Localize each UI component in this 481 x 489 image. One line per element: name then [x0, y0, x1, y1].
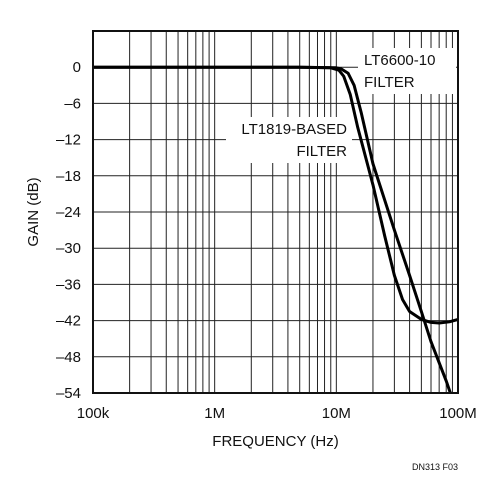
- series-layer: [93, 65, 458, 393]
- y-tick-label: –24: [56, 204, 81, 221]
- y-tick-label: –12: [56, 132, 81, 149]
- series-label-lt6600-bg: [358, 48, 456, 94]
- y-tick-label: –42: [56, 313, 81, 330]
- y-tick-label: –30: [56, 240, 81, 257]
- series-label-lt1819-line2: FILTER: [296, 143, 347, 160]
- x-tick-label: 100k: [77, 405, 110, 422]
- y-axis-label: GAIN (dB): [25, 177, 42, 246]
- tick-labels: 0 –6 –12 –18 –24 –30 –36 –42 –48 –54 100k 1M 10M 100M: [56, 59, 477, 422]
- figure-id: DN313 F03: [412, 462, 458, 472]
- series-label-lt6600-line2: FILTER: [364, 74, 415, 91]
- series-line-0: [93, 65, 452, 393]
- y-tick-label: –6: [64, 95, 81, 112]
- series-label-lt1819-line1: LT1819-BASED: [241, 121, 347, 138]
- y-tick-label: –54: [56, 385, 81, 402]
- plot-frame: [92, 30, 459, 394]
- x-tick-label: 1M: [204, 405, 225, 422]
- series-label-lt1819: LT1819-BASED FILTER: [226, 117, 352, 163]
- y-tick-label: –48: [56, 349, 81, 366]
- x-tick-label: 100M: [439, 405, 477, 422]
- y-tick-label: 0: [73, 59, 81, 76]
- series-label-lt6600: LT6600-10 FILTER: [358, 48, 456, 94]
- y-tick-label: –36: [56, 276, 81, 293]
- series-line-1: [93, 65, 458, 325]
- series-label-lt6600-line1: LT6600-10: [364, 52, 435, 69]
- x-tick-label: 10M: [322, 405, 351, 422]
- y-tick-label: –18: [56, 168, 81, 185]
- x-axis-label: FREQUENCY (Hz): [212, 433, 338, 450]
- series-label-lt1819-bg: [226, 117, 352, 163]
